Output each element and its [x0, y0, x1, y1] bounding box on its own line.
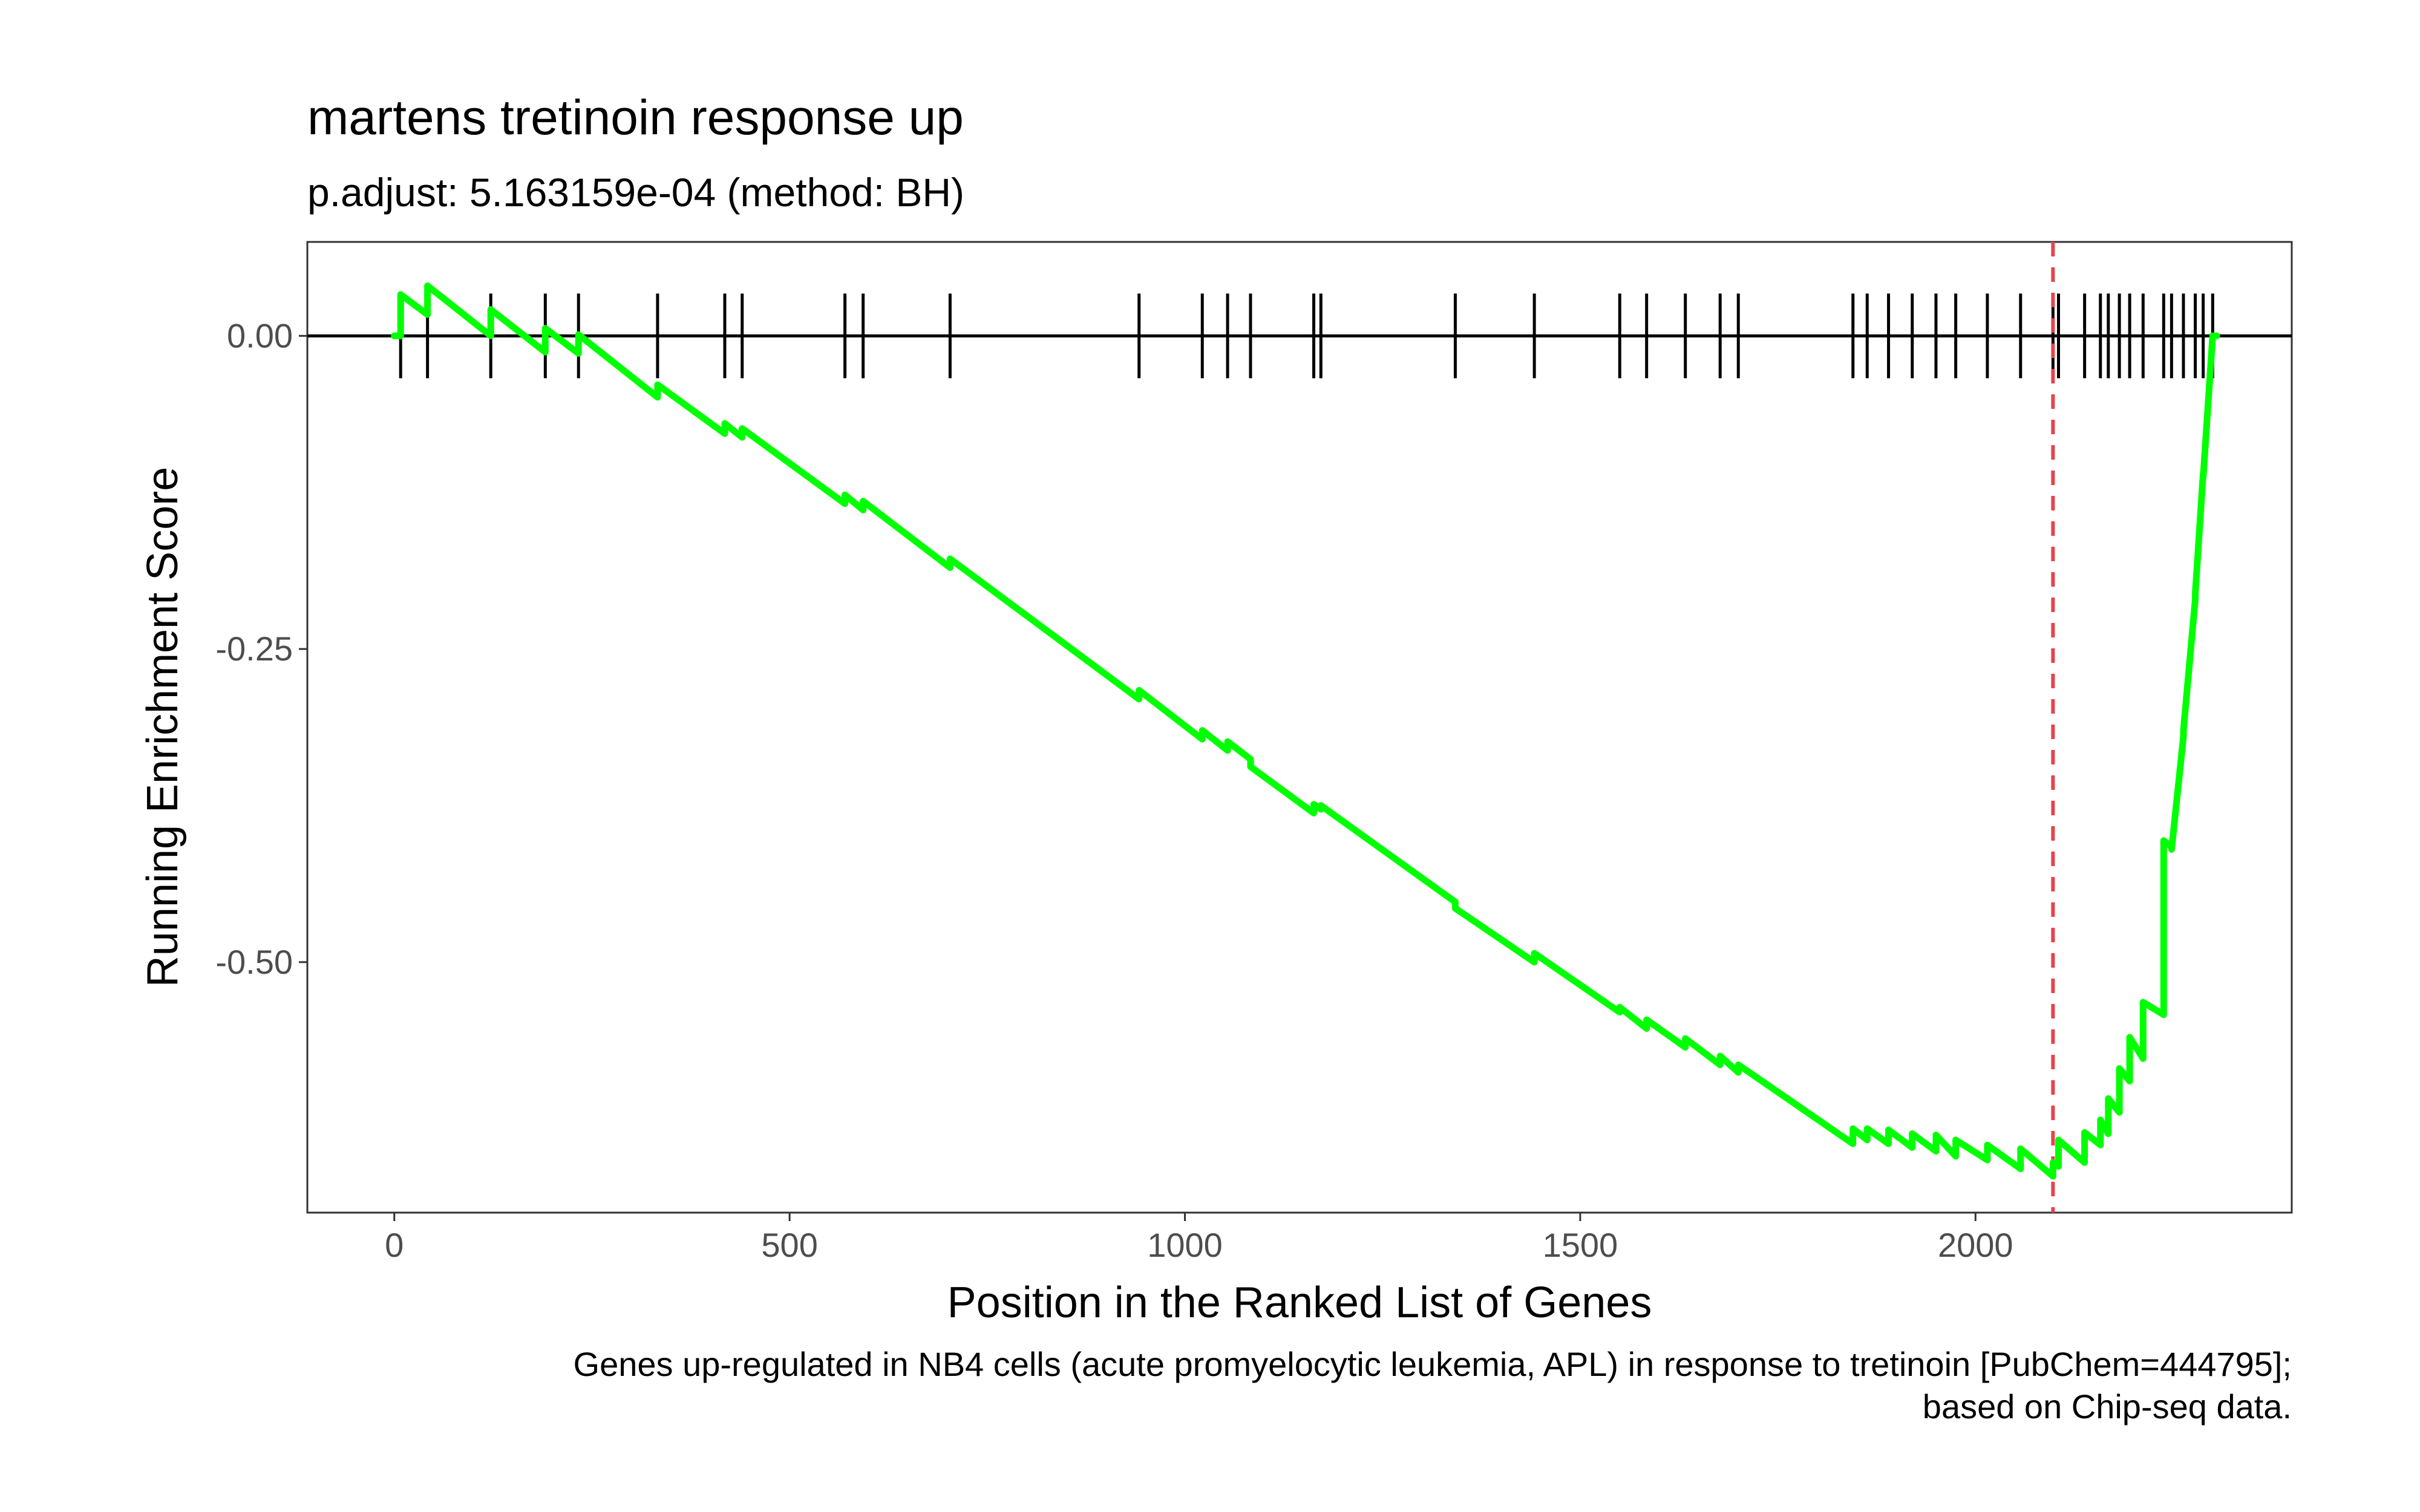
- chart-subtitle: p.adjust: 5.163159e-04 (method: BH): [307, 170, 964, 215]
- caption-line-2: based on Chip-seq data.: [1923, 1387, 2292, 1426]
- caption-line-1: Genes up-regulated in NB4 cells (acute p…: [574, 1345, 2292, 1383]
- chart-title: martens tretinoin response up: [307, 90, 964, 145]
- x-tick-label: 2000: [1938, 1226, 2013, 1264]
- x-tick-label: 0: [385, 1226, 404, 1264]
- running-score-line: [391, 282, 2220, 1180]
- gene-hit-marks: [399, 293, 2214, 379]
- plot-panel: [306, 241, 2293, 1214]
- x-axis: 0 500 1000 1500 2000: [385, 1213, 2013, 1264]
- x-tick-label: 1000: [1147, 1226, 1223, 1264]
- y-axis-title: Running Enrichment Score: [139, 467, 187, 987]
- x-tick-label: 500: [761, 1226, 817, 1264]
- y-tick-label: -0.50: [215, 943, 293, 981]
- x-axis-title: Position in the Ranked List of Genes: [947, 1279, 1652, 1327]
- y-axis: 0.00 -0.25 -0.50: [215, 316, 307, 981]
- y-tick-label: 0.00: [227, 316, 293, 354]
- x-tick-label: 1500: [1543, 1226, 1618, 1264]
- y-tick-label: -0.25: [215, 630, 293, 668]
